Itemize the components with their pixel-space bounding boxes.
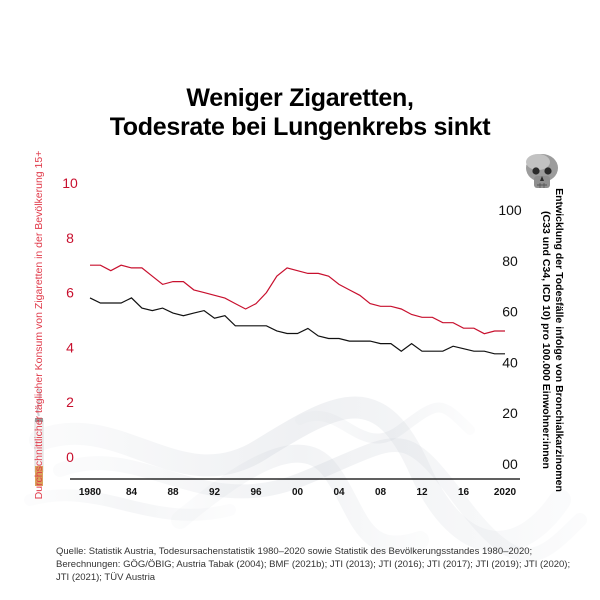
- source-note: Quelle: Statistik Austria, Todesursachen…: [56, 546, 571, 583]
- left-tick-label: 10: [62, 175, 78, 191]
- right-axis-title-line2: (C33 und C34, ICD 10) pro 100.000 Einwoh…: [540, 211, 552, 469]
- x-tick-label: 84: [126, 487, 138, 498]
- x-tick-label: 92: [209, 487, 221, 498]
- right-tick-label: 60: [502, 304, 518, 320]
- x-tick-label: 04: [333, 487, 345, 498]
- x-tick-label: 16: [458, 487, 470, 498]
- x-tick-label: 08: [375, 487, 387, 498]
- cigarette-icon: [34, 387, 44, 486]
- x-tick-label: 00: [292, 487, 304, 498]
- x-tick-label: 96: [250, 487, 262, 498]
- left-axis-title: Durchschnittlicher täglicher Konsum von …: [33, 151, 45, 500]
- right-tick-label: 80: [502, 253, 518, 269]
- right-tick-label: 100: [498, 202, 522, 218]
- skull-icon: [526, 154, 558, 188]
- series-line-mortality: [89, 297, 505, 355]
- series-line-cigarettes: [90, 264, 505, 335]
- smoke-decoration: [24, 396, 587, 562]
- right-tick-label: 20: [502, 405, 518, 421]
- chart-title-line2: Todesrate bei Lungenkrebs sinkt: [109, 113, 491, 141]
- left-tick-label: 2: [66, 394, 74, 410]
- chart-title-line1: Weniger Zigaretten,: [186, 84, 414, 112]
- right-axis-ticks: 00 20 40 60 80 100: [498, 202, 522, 472]
- left-tick-label: 6: [66, 285, 74, 301]
- right-tick-label: 00: [502, 456, 518, 472]
- right-axis-title-line1: Entwicklung der Todesfälle infolge von B…: [553, 188, 565, 492]
- x-tick-labels: 1980 84 88 92 96 00 04 08 12 16 2020: [79, 487, 517, 498]
- x-tick-label: 88: [167, 487, 179, 498]
- left-tick-label: 0: [66, 449, 74, 465]
- right-tick-label: 40: [502, 354, 518, 370]
- x-tick-label: 2020: [494, 487, 517, 498]
- left-tick-label: 8: [66, 230, 74, 246]
- left-tick-label: 4: [66, 339, 74, 355]
- chart-title: Weniger Zigaretten, Todesrate bei Lungen…: [0, 84, 600, 142]
- left-axis-ticks: 0 2 4 6 8 10: [62, 175, 78, 465]
- x-tick-label: 1980: [79, 487, 102, 498]
- x-tick-label: 12: [416, 487, 428, 498]
